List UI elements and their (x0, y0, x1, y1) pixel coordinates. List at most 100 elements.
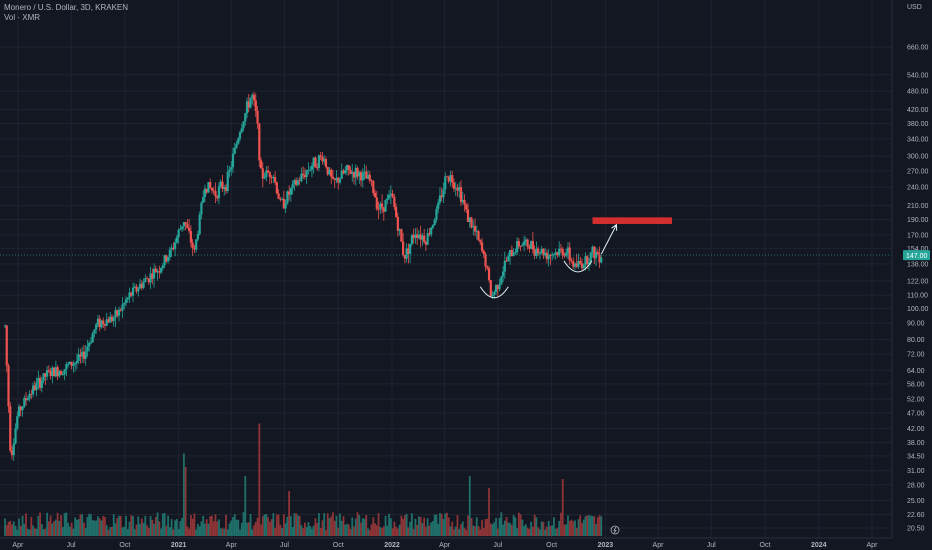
volume-bar (237, 519, 240, 536)
candle-body (491, 294, 494, 297)
volume-bar (277, 514, 280, 536)
time-axis-background (0, 538, 932, 550)
volume-bar (179, 521, 182, 536)
candle-body (587, 262, 591, 265)
y-tick-label: 28.00 (907, 482, 925, 489)
candle-body (445, 176, 449, 178)
volume-bar (447, 517, 450, 536)
volume-bar (575, 527, 578, 536)
volume-bar (158, 521, 161, 536)
candle-body (508, 249, 512, 257)
candle-body (163, 255, 166, 266)
volume-bar (126, 529, 129, 536)
volume-bar (265, 514, 268, 536)
volume-bar (553, 517, 555, 536)
volume-bar (444, 513, 447, 536)
candle-body (107, 319, 110, 323)
volume-bar (181, 517, 184, 536)
candle-body (49, 371, 52, 376)
volume-bar (42, 529, 45, 536)
candle-body (507, 256, 510, 262)
y-tick-label: 25.00 (907, 498, 925, 505)
candle-body (409, 243, 412, 254)
bottom-arc (563, 260, 593, 273)
volume-bar (495, 517, 497, 536)
volume-bar (567, 515, 569, 536)
y-tick-label: 270.00 (907, 168, 929, 175)
candle-body (300, 173, 303, 182)
candle-body (373, 193, 377, 198)
candle-body (14, 428, 17, 444)
volume-bar (200, 521, 203, 536)
y-tick-label: 540.00 (907, 72, 929, 79)
volume-bar (253, 525, 255, 536)
candle-body (31, 385, 35, 395)
candle-body (203, 188, 207, 198)
candle-body (184, 222, 187, 225)
volume-bar (556, 527, 559, 536)
volume-bar (76, 519, 78, 536)
candle-body (70, 361, 73, 366)
volume-bar (558, 520, 561, 536)
volume-bar (312, 525, 315, 536)
candle-body (549, 255, 552, 257)
volume-bar (167, 515, 170, 536)
y-tick-label: 58.00 (907, 381, 925, 388)
volume-bar (409, 521, 412, 536)
current-price-label: 147.00 (906, 253, 928, 260)
volume-bar (540, 521, 543, 536)
candle-body (596, 251, 599, 255)
volume-bar (414, 518, 417, 536)
volume-bar (430, 522, 433, 536)
volume-bar (374, 523, 376, 536)
volume-bar (426, 518, 429, 536)
candle-body (512, 252, 515, 257)
candle-body (189, 231, 193, 243)
candle-body (149, 273, 152, 283)
candle-body (231, 153, 235, 168)
x-axis-labels: Apr Jul Oct 2021 Apr Jul Oct 2022 Apr Jul Oct 2023 A… (12, 542, 878, 549)
candle-body (584, 256, 587, 266)
candle-body (237, 138, 240, 144)
volume-bar (425, 526, 427, 536)
candle-body (459, 187, 463, 203)
candle-body (419, 234, 422, 240)
volume-bar (32, 525, 34, 536)
candle-body (545, 252, 549, 260)
candle-body (582, 265, 585, 269)
volume-bar (83, 522, 85, 536)
candle-body (433, 219, 436, 226)
volume-bar (186, 526, 189, 536)
volume-bar (370, 524, 373, 536)
candle-body (442, 189, 445, 198)
candle-body (431, 225, 435, 228)
candle-body (352, 172, 356, 178)
volume-bar (560, 512, 562, 536)
candle-body (303, 174, 307, 178)
volume-bar (500, 512, 503, 536)
candle-body (175, 237, 178, 243)
candle-body (37, 377, 40, 383)
x-tick-label: Apr (653, 542, 665, 549)
candle-body (594, 251, 598, 259)
volume-bar (347, 524, 350, 536)
volume-bar (582, 519, 585, 536)
volume-bar (46, 512, 48, 536)
candle-body (186, 224, 189, 229)
candle-body (402, 241, 405, 256)
candle-body (158, 271, 161, 273)
candle-body (516, 241, 519, 253)
y-tick-label: 300.00 (907, 154, 929, 161)
x-tick-label: Oct (760, 542, 771, 549)
candle-body (156, 271, 159, 273)
candle-body (416, 234, 419, 238)
candle-body (138, 283, 142, 289)
candle-body (200, 202, 203, 215)
x-tick-label: 2022 (384, 542, 400, 549)
volume-bar (333, 520, 336, 536)
candle-body (361, 172, 364, 181)
volume-bar (49, 515, 52, 536)
candle-body (289, 188, 292, 195)
